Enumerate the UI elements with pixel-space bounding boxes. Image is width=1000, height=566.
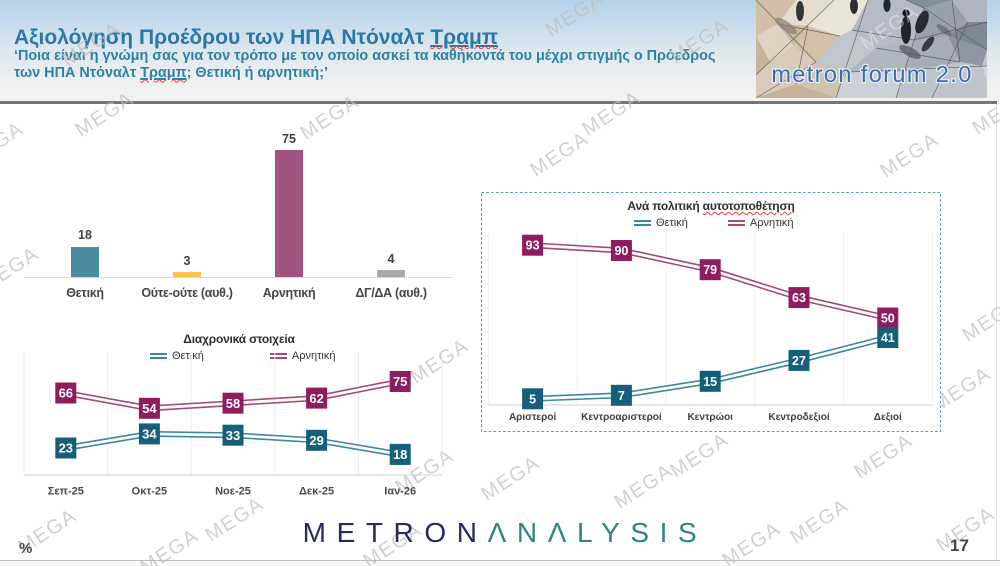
svg-text:Κεντροαριστεροί: Κεντροαριστεροί xyxy=(581,412,662,423)
svg-text:54: 54 xyxy=(142,401,157,416)
svg-text:75: 75 xyxy=(393,374,407,389)
svg-text:62: 62 xyxy=(309,391,323,406)
svg-text:29: 29 xyxy=(309,433,323,448)
svg-text:Νοε-25: Νοε-25 xyxy=(215,486,251,498)
svg-text:41: 41 xyxy=(881,331,895,345)
svg-text:58: 58 xyxy=(226,396,240,411)
svg-text:66: 66 xyxy=(59,386,73,401)
svg-text:Ιαν-26: Ιαν-26 xyxy=(384,486,416,498)
svg-text:Αριστεροί: Αριστεροί xyxy=(509,412,557,423)
svg-text:23: 23 xyxy=(59,441,73,456)
svg-text:Δεκ-25: Δεκ-25 xyxy=(299,486,334,498)
svg-text:50: 50 xyxy=(881,312,895,326)
svg-text:Δεξιοί: Δεξιοί xyxy=(874,412,902,423)
svg-text:Οκτ-25: Οκτ-25 xyxy=(132,486,168,498)
svg-text:Κεντρώοι: Κεντρώοι xyxy=(687,412,733,423)
svg-text:Σεπ-25: Σεπ-25 xyxy=(48,486,84,498)
svg-text:18: 18 xyxy=(393,447,407,462)
svg-text:93: 93 xyxy=(526,239,540,253)
svg-text:63: 63 xyxy=(792,291,806,305)
svg-text:79: 79 xyxy=(703,263,717,277)
svg-text:metron forum 2.0: metron forum 2.0 xyxy=(771,61,972,87)
svg-text:90: 90 xyxy=(614,244,628,258)
svg-text:7: 7 xyxy=(618,389,625,403)
svg-text:27: 27 xyxy=(792,354,806,368)
svg-text:15: 15 xyxy=(703,375,717,389)
svg-text:34: 34 xyxy=(142,427,157,442)
svg-text:Κεντροδεξιοί: Κεντροδεξιοί xyxy=(768,412,829,423)
svg-text:33: 33 xyxy=(226,428,240,443)
svg-text:5: 5 xyxy=(529,392,536,406)
